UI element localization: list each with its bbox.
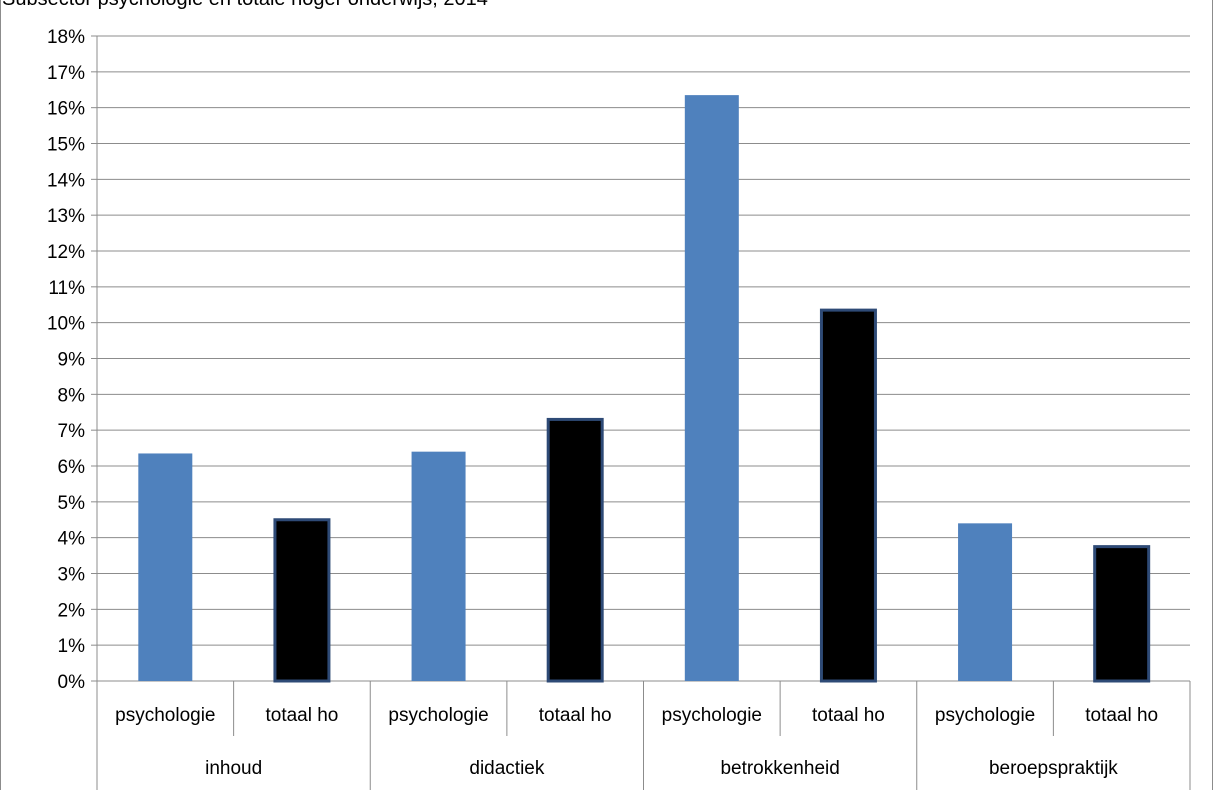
bar-betrokkenheid-totaal-ho [819,308,877,683]
subcategory-label: psychologie [115,705,215,726]
bar-beroepspraktijk-psychologie [958,523,1013,681]
bar-didactiek-psychologie [411,451,466,681]
group-label: beroepspraktijk [989,758,1118,779]
subcategory-label: psychologie [935,705,1035,726]
y-tick-label: 1% [58,636,86,657]
group-label: betrokkenheid [720,758,839,779]
y-tick-label: 13% [47,206,85,227]
y-tick-label: 17% [47,63,85,84]
bar-inhoud-psychologie [138,453,193,681]
y-tick-label: 0% [58,672,86,693]
subcategory-label: totaal ho [265,705,338,726]
y-tick-label: 15% [47,135,85,156]
y-tick-label: 6% [58,457,86,478]
y-tick-label: 4% [58,529,86,550]
y-tick-label: 11% [48,278,85,299]
y-tick-label: 7% [58,421,86,442]
subcategory-label: psychologie [662,705,762,726]
group-label: inhoud [205,758,262,779]
y-tick-label: 5% [58,493,86,514]
bar-beroepspraktijk-totaal-ho [1093,545,1151,683]
bar-betrokkenheid-psychologie [684,95,739,681]
subcategory-label: psychologie [388,705,488,726]
y-tick-label: 8% [58,385,86,406]
subcategory-label: totaal ho [812,705,885,726]
subcategory-label: totaal ho [539,705,612,726]
subcategory-label: totaal ho [1085,705,1158,726]
y-tick-label: 3% [58,565,86,586]
y-tick-label: 14% [47,170,85,191]
group-label: didactiek [469,758,544,779]
y-tick-label: 18% [47,27,85,48]
y-tick-label: 2% [58,600,86,621]
y-tick-label: 9% [58,350,86,371]
y-tick-label: 16% [47,99,85,120]
y-tick-label: 12% [47,242,85,263]
bar-inhoud-totaal-ho [273,518,331,683]
y-tick-label: 10% [47,314,85,335]
bar-didactiek-totaal-ho [546,417,604,683]
chart-title: Subsector psychologie en totale hoger on… [2,0,488,11]
